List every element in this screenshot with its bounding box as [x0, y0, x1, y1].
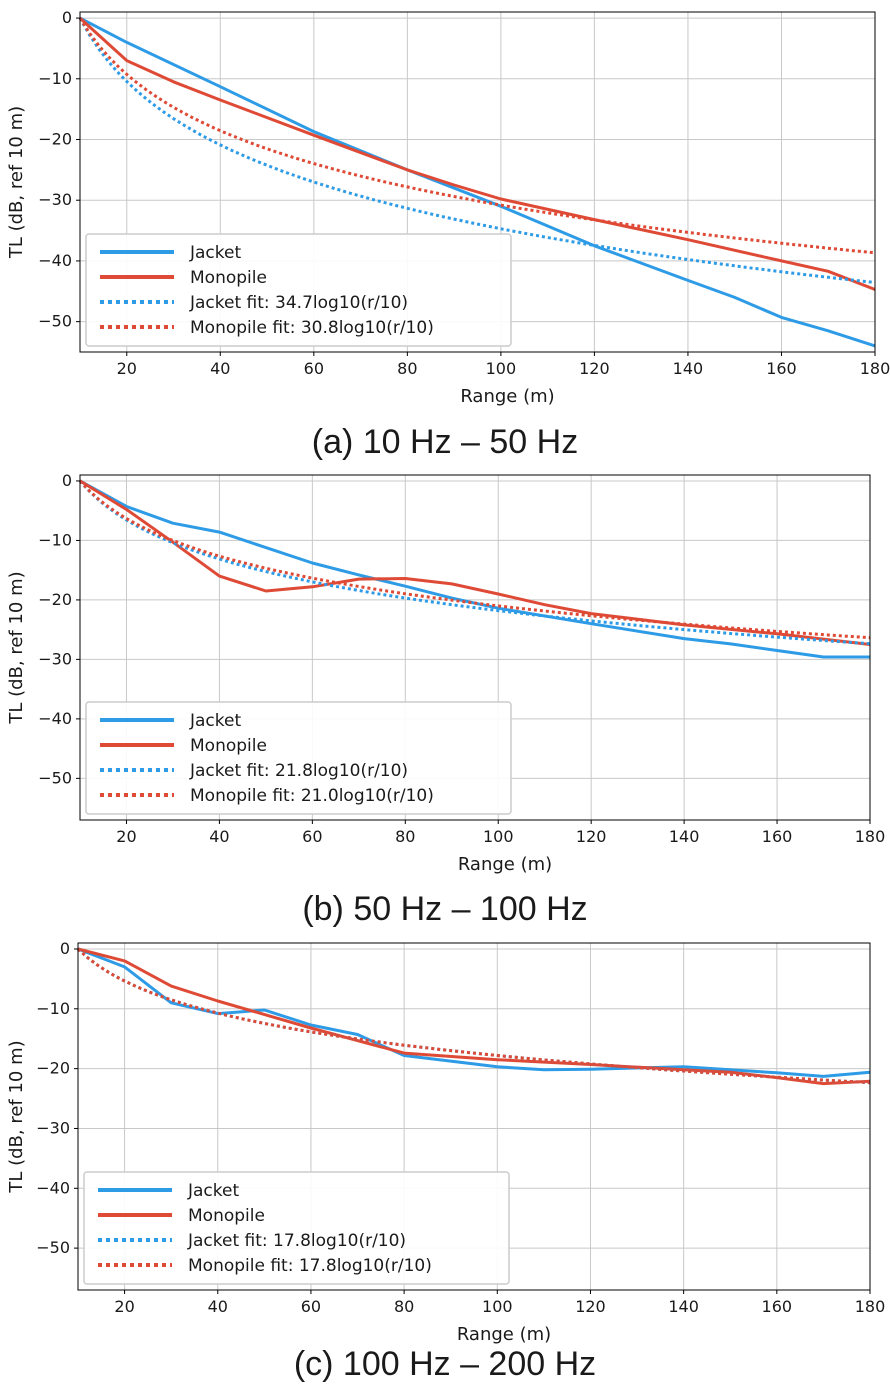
chart-2-ytick-label: −30 [36, 1118, 70, 1137]
chart-0-xtick-label: 100 [486, 359, 517, 378]
chart-1-y-axis-label: TL (dB, ref 10 m) [6, 571, 27, 724]
chart-2-x-axis-label: Range (m) [457, 1324, 551, 1345]
chart-2-xtick-label: 160 [762, 1297, 793, 1316]
chart-0-xtick-label: 120 [579, 359, 610, 378]
chart-2-panel: 20 40 60 80 100 120 140 160 180 0 −10 −20 −30 −40 −50 R… [6, 939, 885, 1345]
chart-0-xtick-label: 160 [766, 359, 797, 378]
chart-1-series-jacket-line [79, 479, 870, 659]
chart-1-legend [85, 701, 512, 815]
chart-0-xtick-label: 140 [673, 359, 704, 378]
chart-0-legend-label: Monopile [190, 268, 267, 288]
chart-2-legend [83, 1171, 510, 1285]
chart-2-axes-frame [77, 942, 871, 1291]
chart-2-legend-label: Monopile fit: 17.8log10(r/10) [188, 1256, 432, 1276]
chart-0-legend-label: Jacket [189, 243, 241, 263]
chart-0-xtick-label: 20 [117, 359, 137, 378]
chart-1-series-monopile-line [79, 479, 871, 646]
chart-2-legend-label: Monopile [188, 1206, 265, 1226]
chart-1-xtick-label: 180 [855, 827, 886, 846]
chart-1-legend-label: Jacket [189, 711, 241, 731]
chart-1-axes-frame [79, 474, 871, 821]
chart-1-series-jacket-fit-21-8log10-r-10-line [78, 479, 871, 646]
chart-2-ytick-label: −10 [36, 999, 70, 1018]
chart-0-series-jacket-line [79, 16, 876, 348]
chart-2-series-jacket-line [77, 947, 871, 1078]
chart-2-xtick-label: 40 [208, 1297, 228, 1316]
chart-0-xtick-label: 180 [860, 359, 890, 378]
chart-0-ytick-label: −50 [38, 312, 72, 331]
chart-1-ytick-label: −50 [38, 768, 72, 787]
chart-1-legend-label: Monopile [190, 736, 267, 756]
chart-1-legend-label: Monopile fit: 21.0log10(r/10) [190, 786, 434, 806]
chart-1-series-monopile-fit-21-0log10-r-10-line [78, 479, 871, 640]
chart-0-y-axis-label: TL (dB, ref 10 m) [6, 106, 27, 259]
chart-1-panel: 20 40 60 80 100 120 140 160 180 0 −10 −20 −30 −40 −50 R… [6, 471, 885, 875]
chart-1-xtick-label: 80 [395, 827, 415, 846]
chart-2-xtick-label: 180 [855, 1297, 886, 1316]
chart-2-ytick-label: −20 [36, 1059, 70, 1078]
chart-1-xtick-label: 40 [209, 827, 229, 846]
chart-2-ytick-label: −40 [36, 1178, 70, 1197]
chart-0-panel: 20 40 60 80 100 120 140 160 180 0 −10 −20 −30 −40 −50 R… [6, 8, 890, 407]
chart-2-legend-label: Jacket [187, 1181, 239, 1201]
chart-1-legend-label: Jacket fit: 21.8log10(r/10) [189, 761, 408, 781]
chart-1-x-axis-label: Range (m) [458, 854, 552, 875]
chart-0-ytick-label: −20 [38, 130, 72, 149]
chart-1-xtick-label: 120 [576, 827, 607, 846]
chart-0-axes-frame [79, 11, 876, 353]
chart-2-xtick-label: 100 [482, 1297, 513, 1316]
chart-0-legend-label: Monopile fit: 30.8log10(r/10) [190, 318, 434, 338]
chart-2-series-monopile-fit-17-8log10-r-10-line [76, 947, 871, 1085]
chart-1-xtick-label: 60 [302, 827, 322, 846]
chart-2-ytick-label: 0 [60, 939, 70, 958]
chart-0-series-monopile-line [78, 16, 876, 291]
chart-0-series-jacket-fit-34-7log10-r-10-line [78, 17, 876, 284]
chart-0-legend-label: Jacket fit: 34.7log10(r/10) [189, 293, 408, 313]
chart-2-y-axis-label: TL (dB, ref 10 m) [6, 1040, 27, 1193]
chart-0-xtick-label: 80 [397, 359, 417, 378]
chart-0-ytick-label: −30 [38, 190, 72, 209]
chart-1-ytick-label: −40 [38, 709, 72, 728]
chart-1-xtick-label: 140 [669, 827, 700, 846]
chart-2-ytick-label: −50 [36, 1238, 70, 1257]
chart-2-legend-label: Jacket fit: 17.8log10(r/10) [187, 1231, 406, 1251]
chart-1-ytick-label: 0 [62, 471, 72, 490]
chart-1-xtick-label: 20 [116, 827, 136, 846]
chart-2-xtick-label: 140 [668, 1297, 699, 1316]
chart-2-caption: (c) 100 Hz – 200 Hz [294, 1345, 596, 1383]
chart-1-xtick-label: 160 [762, 827, 793, 846]
chart-0-xtick-label: 40 [210, 359, 230, 378]
chart-1-ytick-label: −30 [38, 649, 72, 668]
chart-1-xtick-label: 100 [483, 827, 514, 846]
chart-2-xtick-label: 120 [575, 1297, 606, 1316]
chart-0-xtick-label: 60 [304, 359, 324, 378]
chart-0-caption: (a) 10 Hz – 50 Hz [312, 423, 578, 461]
chart-0-ytick-label: −10 [38, 69, 72, 88]
chart-2-xtick-label: 60 [301, 1297, 321, 1316]
chart-0-ytick-label: 0 [62, 8, 72, 27]
chart-2-xtick-label: 80 [394, 1297, 414, 1316]
chart-0-legend [85, 233, 512, 347]
chart-1-ytick-label: −20 [38, 590, 72, 609]
chart-2-xtick-label: 20 [114, 1297, 134, 1316]
chart-0-series-monopile-fit-30-8log10-r-10-line [78, 17, 876, 255]
chart-0-ytick-label: −40 [38, 251, 72, 270]
chart-1-caption: (b) 50 Hz – 100 Hz [302, 890, 587, 928]
chart-1-ytick-label: −10 [38, 530, 72, 549]
chart-2-series-monopile-line [77, 947, 871, 1086]
chart-0-x-axis-label: Range (m) [460, 386, 554, 407]
